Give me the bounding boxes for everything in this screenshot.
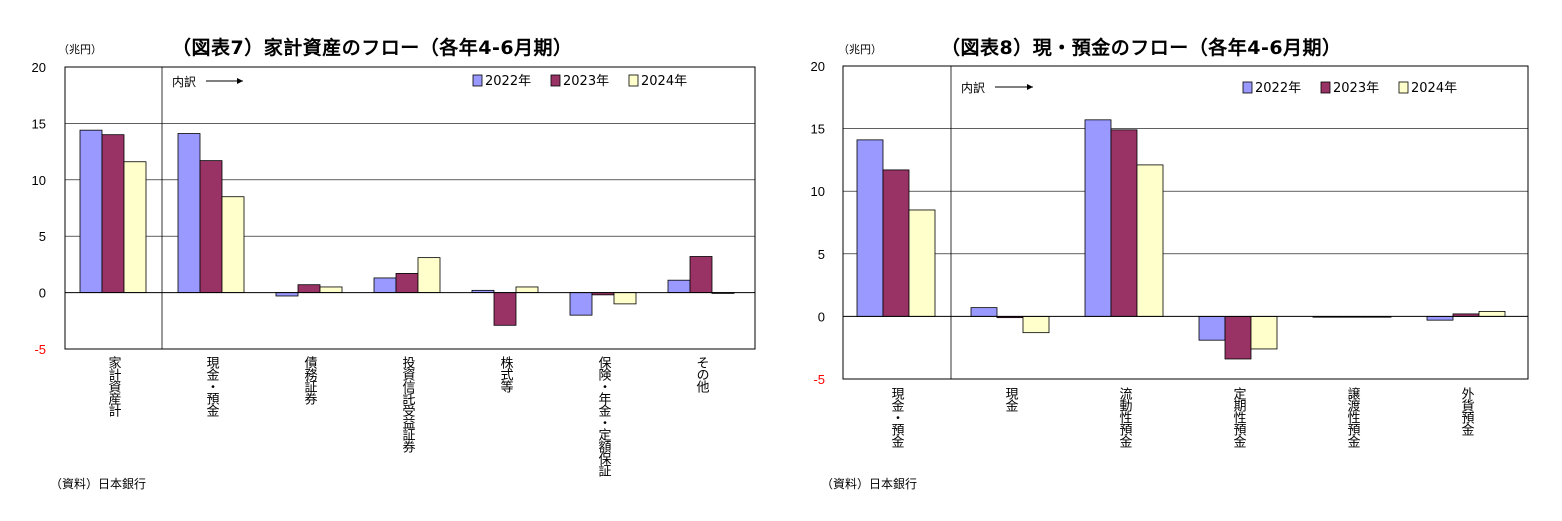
bar-2022年-現金 — [970, 307, 998, 317]
category-label: その他 — [694, 356, 710, 394]
bar-2022年-債務証券 — [275, 292, 299, 297]
legend-swatch-2023年 — [550, 74, 561, 87]
category-label: 譲渡性預金 — [1345, 386, 1361, 448]
bar-2024年-家計資産計 — [123, 161, 147, 294]
breakdown-label: 内訳 — [172, 74, 196, 89]
bar-2022年-現金・預金 — [856, 139, 884, 317]
bar-2022年-保険・年金・定額保証 — [569, 292, 593, 316]
source-label: （資料）日本銀行 — [50, 477, 147, 491]
breakdown-label: 内訳 — [961, 80, 985, 95]
bar-2023年-家計資産計 — [101, 134, 125, 293]
bar-2024年-現金 — [1022, 315, 1050, 334]
chart-title: （図表7）家計資産のフロー（各年4-6月期） — [172, 37, 573, 59]
category-label: 流動性預金 — [1117, 387, 1133, 448]
unit-label: （兆円） — [838, 43, 882, 56]
y-tick-label: 10 — [811, 184, 825, 199]
legend-label: 2022年 — [1255, 81, 1301, 96]
legend-label: 2023年 — [563, 74, 609, 89]
bar-2023年-株式等 — [493, 292, 517, 326]
bar-2022年-その他 — [667, 279, 691, 293]
legend-label: 2024年 — [641, 74, 687, 89]
y-tick-label: 20 — [32, 60, 46, 75]
bar-2022年-定期性預金 — [1198, 315, 1226, 341]
y-tick-label: 20 — [811, 59, 825, 74]
unit-label: （兆円） — [58, 43, 102, 56]
category-label: 定期性預金 — [1231, 387, 1247, 448]
y-tick-label: 0 — [818, 309, 825, 324]
bar-2024年-保険・年金・定額保証 — [613, 292, 637, 305]
y-tick-label: -5 — [34, 342, 46, 357]
bar-2024年-流動性預金 — [1136, 164, 1164, 317]
category-label: 債務証券 — [302, 356, 318, 405]
legend-label: 2024年 — [1411, 81, 1457, 96]
category-label: 家計資産計 — [106, 355, 122, 417]
plot-frame — [64, 66, 756, 350]
breakdown-arrowhead — [237, 78, 243, 84]
category-label: 現金・預金 — [889, 387, 905, 448]
bar-2024年-債務証券 — [319, 286, 343, 293]
bar-2023年-流動性預金 — [1110, 129, 1138, 317]
y-tick-label: 5 — [818, 247, 825, 262]
bar-2022年-現金・預金 — [177, 133, 201, 294]
bar-2024年-定期性預金 — [1250, 315, 1278, 350]
category-label: 現金・預金 — [204, 356, 220, 417]
plot-frame — [842, 65, 1529, 380]
bar-2023年-債務証券 — [297, 284, 321, 294]
source-label: （資料）日本銀行 — [821, 477, 918, 491]
legend-swatch-2023年 — [1320, 81, 1331, 94]
breakdown-arrowhead — [1027, 84, 1033, 90]
category-label: 投資信託受益証券 — [400, 355, 416, 453]
bar-2023年-その他 — [689, 256, 713, 293]
category-label: 保険・年金・定額保証 — [596, 356, 612, 477]
bar-2022年-家計資産計 — [79, 129, 103, 294]
legend-swatch-2022年 — [1242, 81, 1253, 94]
y-tick-label: -5 — [813, 372, 825, 387]
legend-swatch-2024年 — [1398, 81, 1409, 94]
bar-2024年-現金・預金 — [908, 209, 936, 317]
y-tick-label: 0 — [39, 286, 46, 301]
category-label: 外貨預金 — [1459, 387, 1475, 436]
chart-panel-8: （図表8）現・預金のフロー（各年4-6月期） （兆円） （資料）日本銀行 20 1… — [781, 0, 1562, 521]
category-label: 現金 — [1003, 387, 1019, 412]
bar-2024年-株式等 — [515, 286, 539, 293]
bar-2022年-外貨預金 — [1426, 315, 1454, 321]
bar-2023年-現金・預金 — [882, 169, 910, 317]
y-tick-label: 15 — [811, 122, 825, 137]
bar-2023年-投資信託受益証券 — [395, 273, 419, 294]
y-tick-label: 10 — [32, 173, 46, 188]
y-tick-label: 5 — [39, 229, 46, 244]
bar-2022年-流動性預金 — [1084, 119, 1112, 317]
bar-2024年-外貨預金 — [1478, 310, 1506, 317]
y-tick-label: 15 — [32, 116, 46, 131]
chart-title: （図表8）現・預金のフロー（各年4-6月期） — [941, 37, 1342, 59]
legend-label: 2022年 — [485, 74, 531, 89]
bar-2022年-投資信託受益証券 — [373, 277, 397, 294]
bar-2023年-現金・預金 — [199, 160, 223, 293]
category-label: 株式等 — [498, 356, 514, 393]
legend-label: 2023年 — [1333, 81, 1379, 96]
chart-panel-7: （図表7）家計資産のフロー（各年4-6月期） （兆円） （資料）日本銀行 20 1… — [32, 37, 756, 491]
bar-2024年-投資信託受益証券 — [417, 257, 441, 293]
bar-2024年-現金・預金 — [221, 196, 245, 293]
legend-swatch-2022年 — [472, 74, 483, 87]
bar-2023年-定期性預金 — [1224, 315, 1252, 360]
legend-swatch-2024年 — [628, 74, 639, 87]
